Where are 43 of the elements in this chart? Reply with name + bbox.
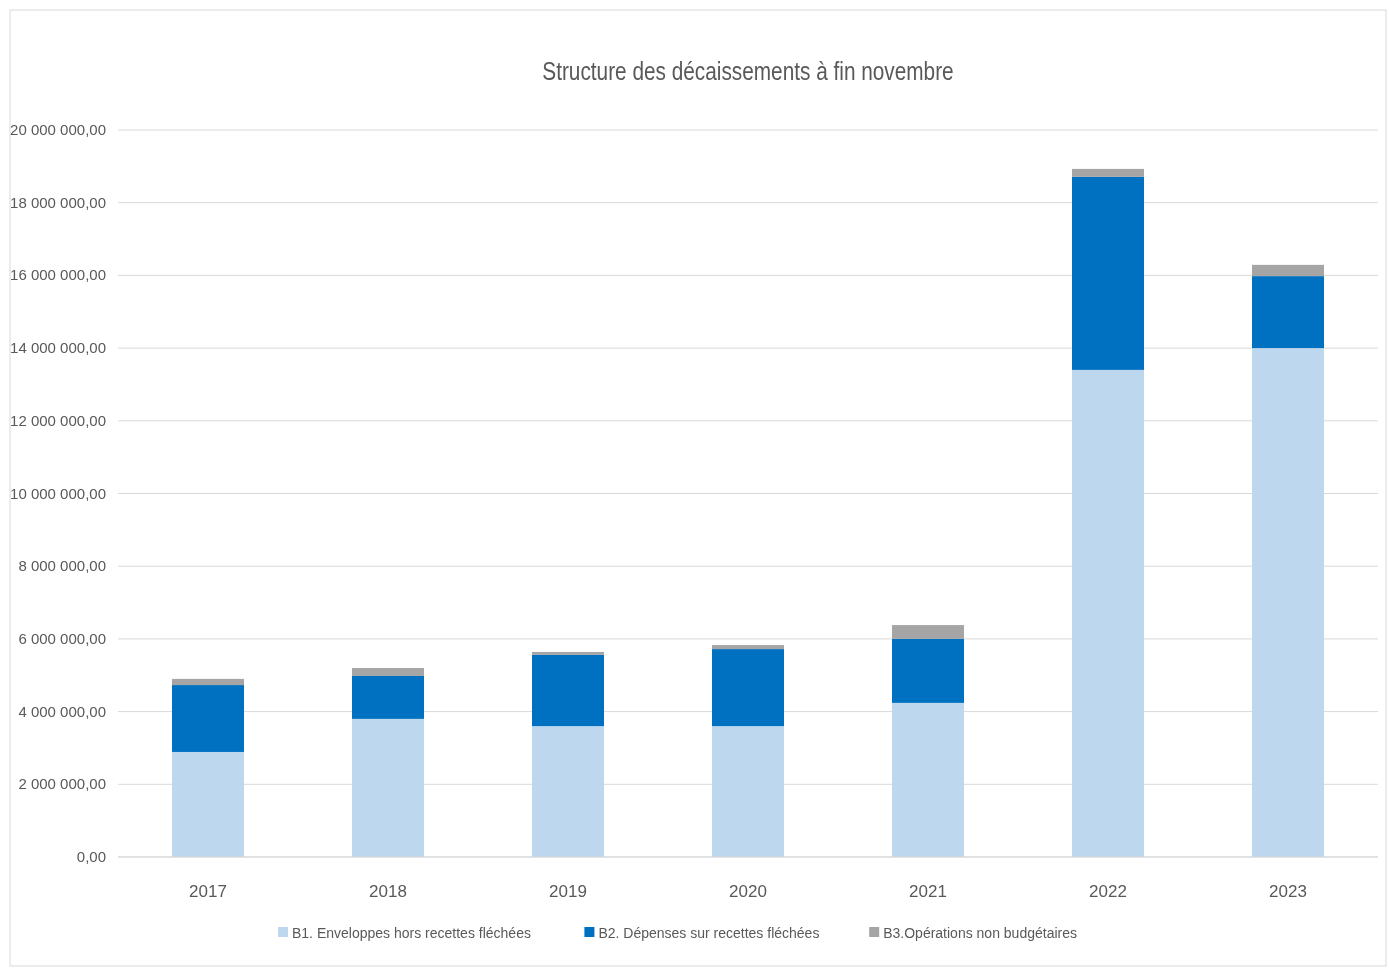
y-tick-label: 16 000 000,00 xyxy=(10,266,106,284)
bar xyxy=(352,718,424,857)
x-tick-label: 2021 xyxy=(909,882,947,901)
bar xyxy=(892,625,964,639)
bar xyxy=(532,726,604,857)
bar xyxy=(352,675,424,719)
bar xyxy=(172,751,244,857)
bar xyxy=(352,667,424,676)
x-tick-label: 2018 xyxy=(369,882,407,901)
y-tick-label: 2 000 000,00 xyxy=(18,775,106,793)
legend-label: B1. Enveloppes hors recettes fléchées xyxy=(292,925,531,941)
bar xyxy=(1072,168,1144,177)
legend-label: B3.Opérations non budgétaires xyxy=(883,925,1078,941)
bar xyxy=(1072,369,1144,857)
y-tick-label: 0,00 xyxy=(76,848,106,865)
y-tick-label: 14 000 000,00 xyxy=(10,339,106,357)
y-tick-label: 20 000 000,00 xyxy=(10,121,106,138)
bar xyxy=(1252,276,1324,349)
bar xyxy=(712,726,784,857)
bar xyxy=(532,654,604,727)
y-tick-label: 12 000 000,00 xyxy=(10,411,106,429)
y-tick-label: 6 000 000,00 xyxy=(18,629,106,647)
x-tick-label: 2020 xyxy=(729,882,767,901)
chart-title: Structure des décaissements à fin novembre xyxy=(542,56,954,86)
x-tick-label: 2019 xyxy=(549,882,587,901)
bar xyxy=(172,685,244,752)
bar xyxy=(712,649,784,727)
bar xyxy=(532,651,604,655)
y-tick-label: 18 000 000,00 xyxy=(10,193,106,211)
bar xyxy=(1252,264,1324,277)
legend-label: B2. Dépenses sur recettes fléchées xyxy=(598,925,820,941)
bar xyxy=(1252,348,1324,857)
bar xyxy=(892,638,964,703)
bar xyxy=(172,678,244,686)
y-tick-label: 10 000 000,00 xyxy=(10,484,106,502)
x-tick-label: 2023 xyxy=(1269,882,1307,901)
bar xyxy=(892,702,964,857)
bar xyxy=(1072,176,1144,370)
x-tick-label: 2022 xyxy=(1089,882,1127,901)
y-tick-label: 8 000 000,00 xyxy=(18,557,106,575)
bar xyxy=(712,645,784,650)
y-tick-label: 4 000 000,00 xyxy=(18,702,106,720)
x-tick-label: 2017 xyxy=(189,882,227,901)
